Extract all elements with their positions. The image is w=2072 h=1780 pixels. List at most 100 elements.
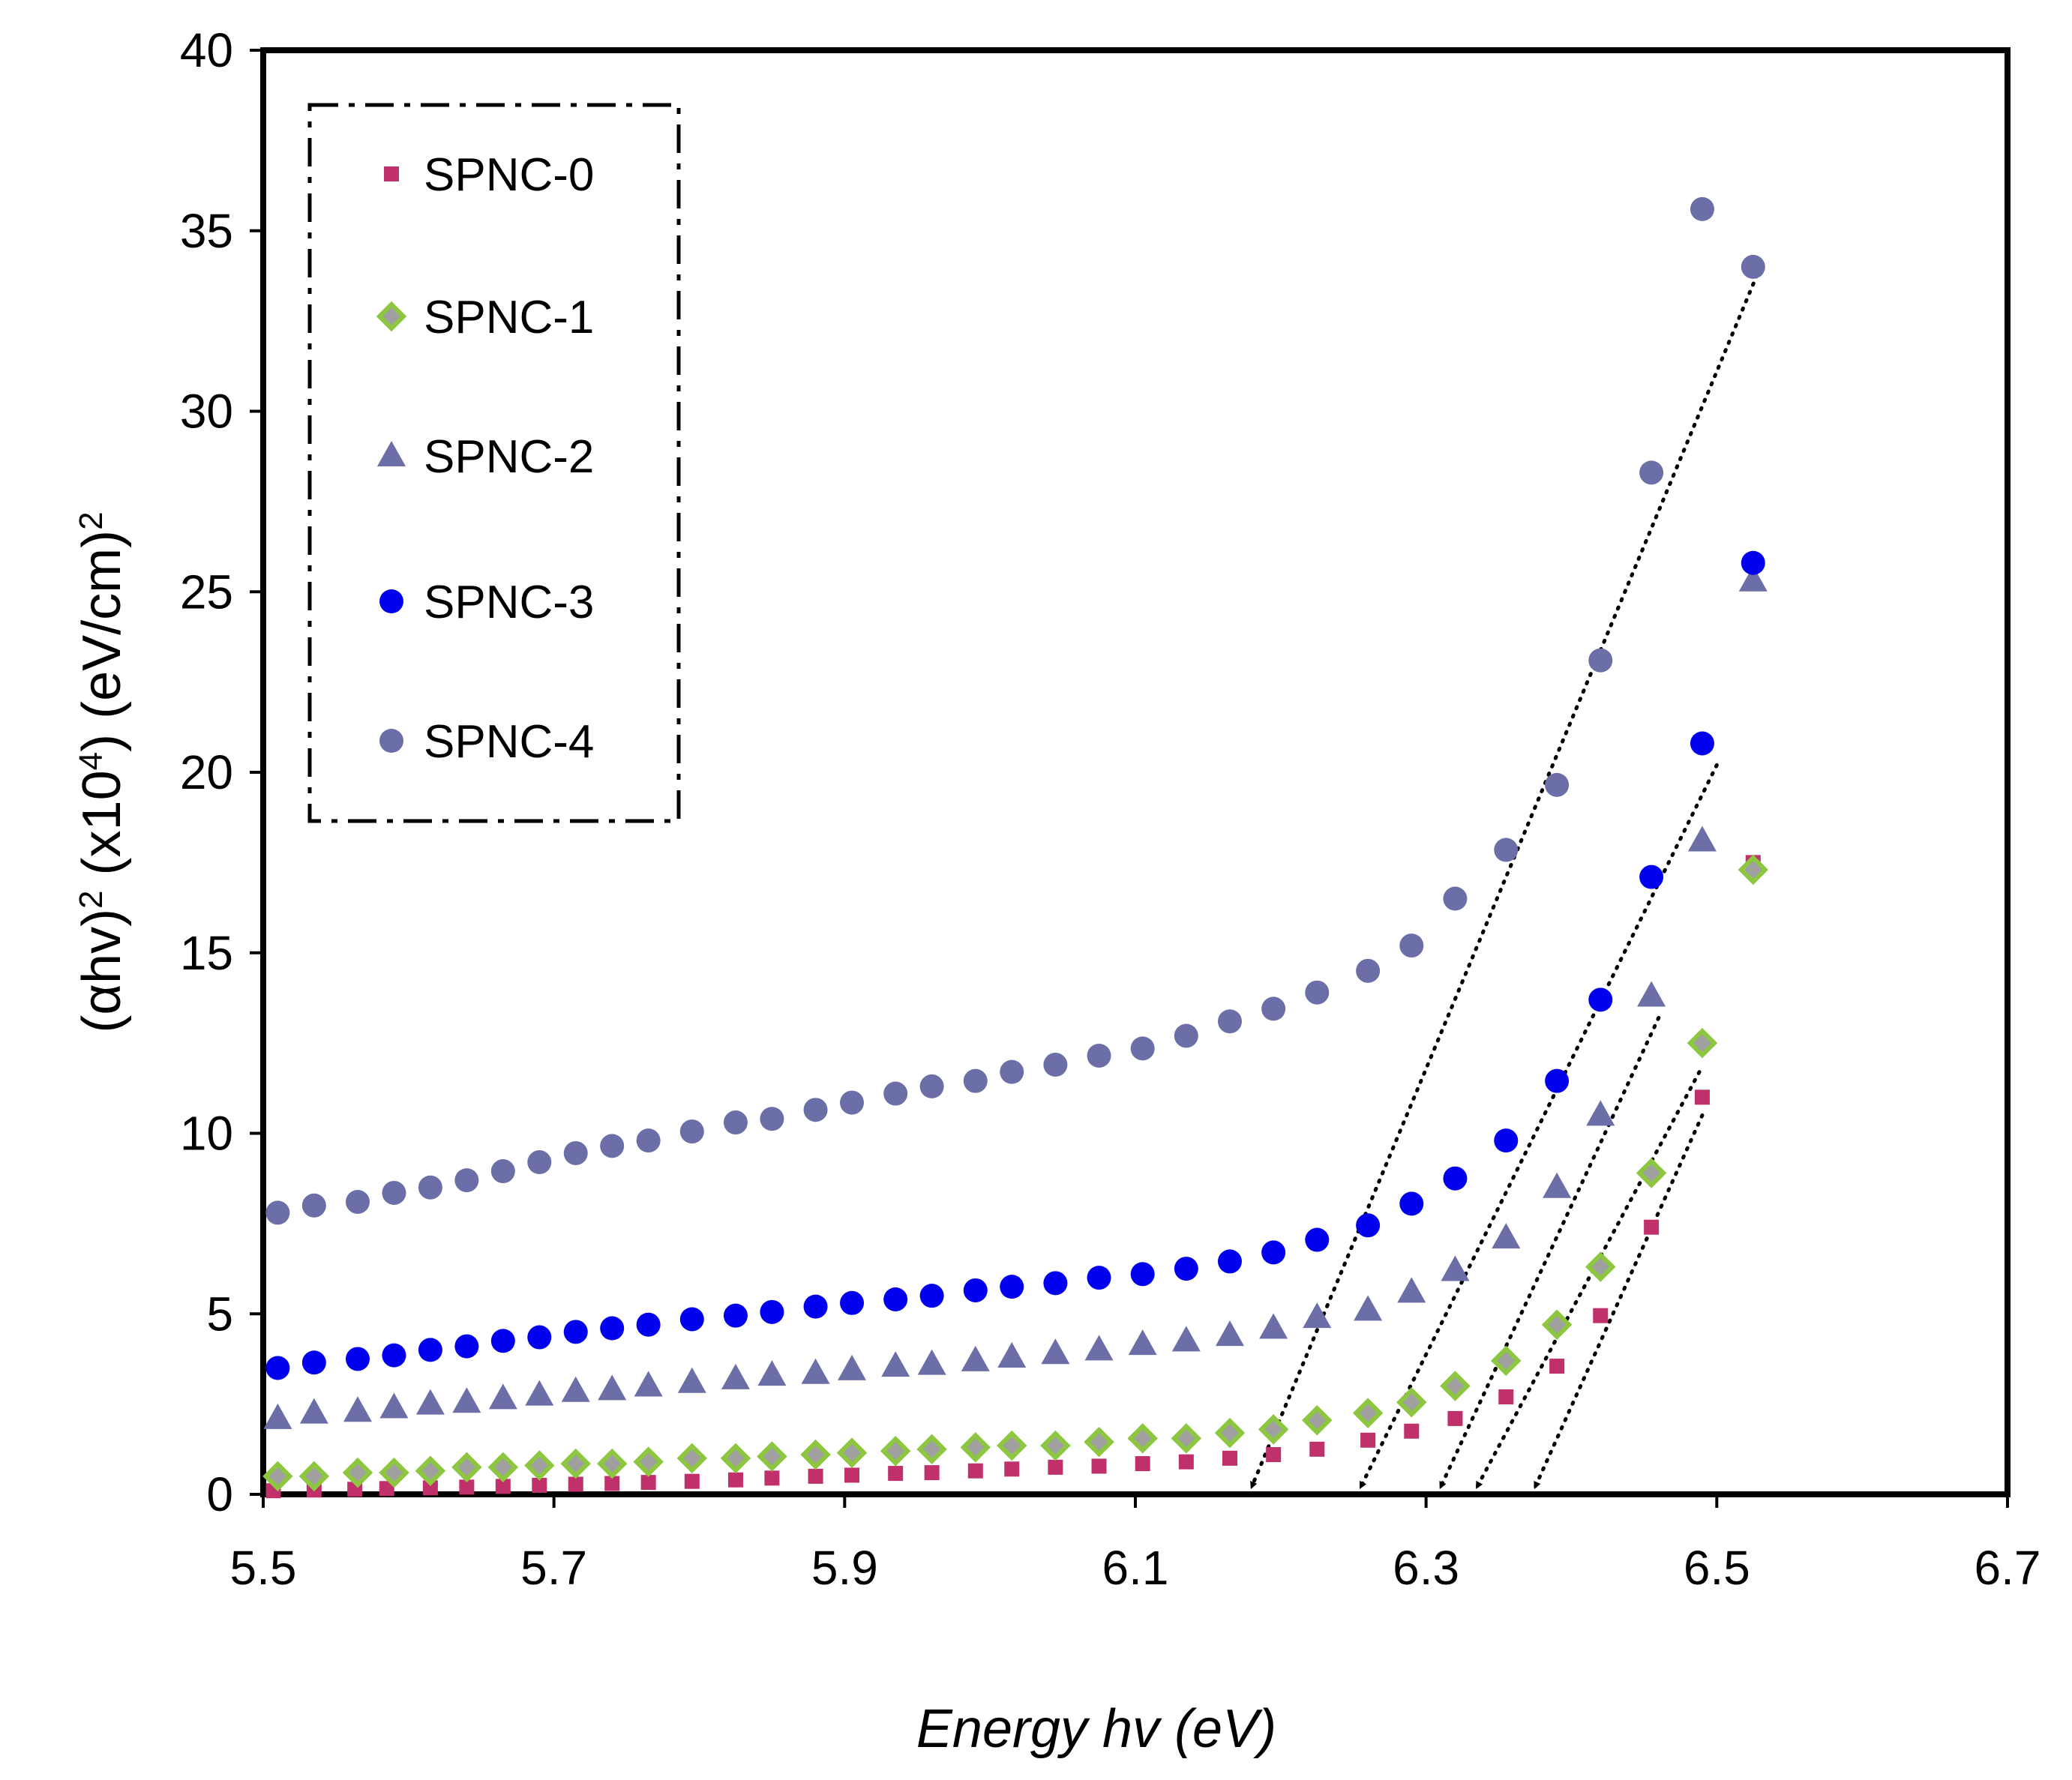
legend-marker-spnc-0: [384, 166, 399, 181]
data-point: [1397, 1277, 1426, 1303]
data-point: [1360, 1432, 1376, 1448]
data-point: [634, 1371, 663, 1397]
data-point: [997, 1342, 1027, 1368]
y-title-exp2: 2: [73, 890, 109, 908]
series-spnc-1: [262, 854, 1769, 1492]
data-point: [525, 1380, 554, 1406]
data-point: [1404, 1423, 1420, 1439]
x-tick-label: 5.9: [811, 1541, 878, 1595]
data-point: [1222, 1450, 1237, 1466]
data-point: [924, 1465, 940, 1481]
data-point: [916, 1434, 947, 1465]
legend-marker-spnc-3: [379, 589, 403, 613]
data-point: [1588, 648, 1613, 673]
data-point: [1741, 550, 1765, 575]
data-point: [640, 1475, 656, 1491]
data-point: [1171, 1326, 1201, 1352]
y-tick-label: 30: [180, 385, 233, 439]
data-point: [1639, 460, 1664, 485]
data-point: [1741, 254, 1765, 279]
data-point: [721, 1363, 750, 1389]
data-point: [1259, 1313, 1288, 1339]
series-spnc-2: [263, 565, 1768, 1429]
data-point: [727, 1472, 743, 1488]
legend-marker-spnc-2: [377, 441, 406, 466]
data-point: [1541, 1309, 1573, 1340]
data-point: [1491, 1345, 1522, 1377]
x-axis-title: Energy hv (eV): [916, 1699, 1276, 1759]
data-point: [801, 1358, 830, 1384]
data-point: [636, 1128, 661, 1153]
data-point: [1441, 1255, 1470, 1281]
data-point: [1356, 1213, 1381, 1238]
fit-line-spnc-1: [1475, 1070, 1702, 1490]
data-point: [1447, 1410, 1463, 1426]
data-point: [342, 1457, 373, 1488]
data-point: [880, 1435, 911, 1467]
data-point: [1261, 1240, 1286, 1265]
data-point: [757, 1360, 787, 1386]
y-title-open: (: [72, 1015, 132, 1033]
data-point: [454, 1168, 479, 1193]
data-point: [1694, 1089, 1710, 1105]
data-point: [1266, 1447, 1282, 1463]
data-point: [996, 1430, 1027, 1461]
data-point: [343, 1396, 372, 1422]
data-point: [382, 1180, 406, 1205]
fit-line-spnc-2: [1438, 1015, 1661, 1490]
data-point: [844, 1467, 860, 1483]
legend-marker-spnc-4: [379, 729, 403, 753]
data-point: [803, 1294, 828, 1319]
data-point: [265, 1200, 290, 1225]
data-point: [917, 1349, 946, 1375]
y-tick-label: 40: [180, 23, 233, 77]
data-point: [490, 1159, 515, 1184]
data-point: [1354, 1295, 1383, 1321]
legend-label-spnc-4: SPNC-4: [424, 716, 594, 768]
data-point: [524, 1450, 555, 1481]
data-point: [1261, 996, 1286, 1021]
data-point: [919, 1284, 944, 1308]
data-point: [379, 1392, 409, 1419]
legend-label-spnc-3: SPNC-3: [424, 577, 594, 628]
data-point: [1639, 865, 1664, 889]
data-point: [454, 1334, 479, 1359]
data-point: [1004, 1461, 1020, 1477]
legend: SPNC-0 SPNC-1 SPNC-2 SPNC-3 SPNC-4: [307, 103, 681, 823]
data-point: [1302, 1405, 1333, 1436]
data-point: [679, 1307, 704, 1332]
data-point: [1738, 565, 1768, 592]
x-tick-label: 6.7: [1975, 1541, 2041, 1595]
data-point: [919, 1074, 944, 1098]
data-point: [1498, 1389, 1514, 1404]
data-point: [1690, 731, 1714, 756]
series-spnc-4: [265, 196, 1765, 1225]
y-tick-label: 15: [180, 926, 233, 980]
data-point: [1217, 1009, 1242, 1034]
data-point: [1644, 1219, 1660, 1235]
data-points: [262, 196, 1769, 1499]
data-point: [1000, 1059, 1024, 1084]
data-point: [451, 1452, 482, 1483]
data-point: [418, 1175, 442, 1200]
data-point: [1084, 1426, 1114, 1458]
data-point: [1130, 1262, 1155, 1287]
data-point: [1543, 1172, 1572, 1198]
data-point: [415, 1389, 445, 1415]
data-point: [301, 1350, 326, 1375]
data-point: [415, 1455, 446, 1486]
legend-label-spnc-0: SPNC-0: [424, 149, 594, 201]
data-point: [1586, 1100, 1615, 1126]
data-point: [1178, 1454, 1194, 1470]
y-title-x10: (x10: [72, 770, 132, 890]
data-point: [1128, 1329, 1157, 1356]
data-point: [1492, 1223, 1521, 1249]
data-point: [1545, 772, 1570, 797]
data-point: [1174, 1023, 1198, 1048]
data-point: [723, 1303, 748, 1328]
y-tick-label: 10: [180, 1107, 233, 1161]
y-axis-title: (αhv)2 (x104) (eV/cm)2: [72, 511, 132, 1032]
data-point: [487, 1452, 519, 1483]
data-point: [1305, 980, 1330, 1005]
